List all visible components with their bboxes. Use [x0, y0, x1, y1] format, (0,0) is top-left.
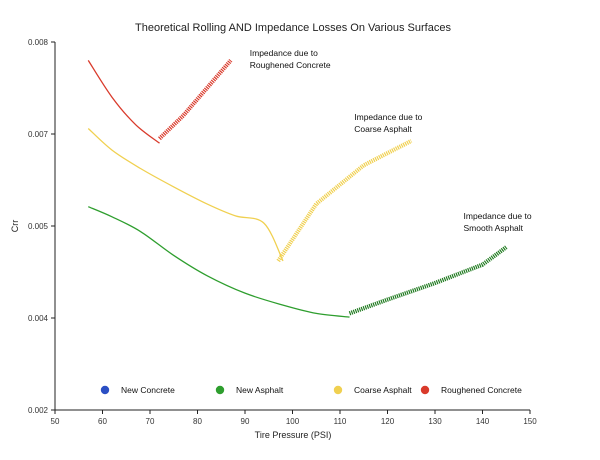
y-axis-label: Crr — [10, 220, 20, 233]
legend-label: Roughened Concrete — [441, 385, 522, 395]
x-tick-label: 60 — [98, 417, 107, 426]
y-tick-label: 0.007 — [28, 130, 49, 139]
x-axis-label: Tire Pressure (PSI) — [255, 430, 332, 440]
x-tick-label: 80 — [193, 417, 202, 426]
x-tick-label: 50 — [51, 417, 60, 426]
annotation-line2: Roughened Concrete — [250, 60, 331, 70]
series-line-new-asphalt — [87, 206, 350, 318]
x-tick-label: 140 — [476, 417, 490, 426]
x-tick-label: 90 — [241, 417, 250, 426]
legend-label: Coarse Asphalt — [354, 385, 412, 395]
x-tick-label: 100 — [286, 417, 300, 426]
legend-swatch — [100, 385, 110, 395]
x-tick-label: 120 — [381, 417, 395, 426]
legend: New Concrete New Asphalt Coarse Asphalt Rou… — [100, 385, 522, 395]
y-tick-label: 0.002 — [28, 406, 49, 415]
impedance-line-roughened-concrete — [158, 59, 233, 141]
legend-label: New Asphalt — [236, 385, 284, 395]
x-tick-label: 110 — [334, 417, 347, 426]
y-tick-label: 0.008 — [28, 38, 49, 47]
x-tick-label: 130 — [428, 417, 442, 426]
annotation-line1: Impedance due to — [354, 112, 422, 122]
x-tick-label: 70 — [146, 417, 155, 426]
chart-title: Theoretical Rolling AND Impedance Losses… — [135, 22, 451, 34]
annotation-line2: Smooth Asphalt — [464, 223, 524, 233]
impedance-line-coarse-asphalt — [276, 139, 413, 263]
y-ticks: 0.002 0.004 0.005 0.007 0.008 — [28, 38, 55, 415]
x-ticks: 50 60 70 80 90 100 110 120 130 140 150 — [51, 410, 537, 426]
annotation-line1: Impedance due to — [250, 48, 318, 58]
x-tick-label: 150 — [523, 417, 537, 426]
legend-swatch — [420, 385, 430, 395]
impedance-line-new-asphalt — [348, 245, 508, 316]
annotation-line2: Coarse Asphalt — [354, 124, 412, 134]
legend-swatch — [215, 385, 225, 395]
series-line-roughened-concrete — [87, 60, 160, 144]
y-tick-label: 0.005 — [28, 222, 49, 231]
legend-label: New Concrete — [121, 385, 175, 395]
y-tick-label: 0.004 — [28, 314, 49, 323]
series-line-coarse-asphalt — [87, 127, 284, 262]
annotation-line1: Impedance due to — [464, 211, 532, 221]
annotation-layer: Impedance due to Roughened Concrete Impeda… — [250, 48, 532, 233]
legend-swatch — [333, 385, 343, 395]
series-layer — [87, 59, 508, 318]
